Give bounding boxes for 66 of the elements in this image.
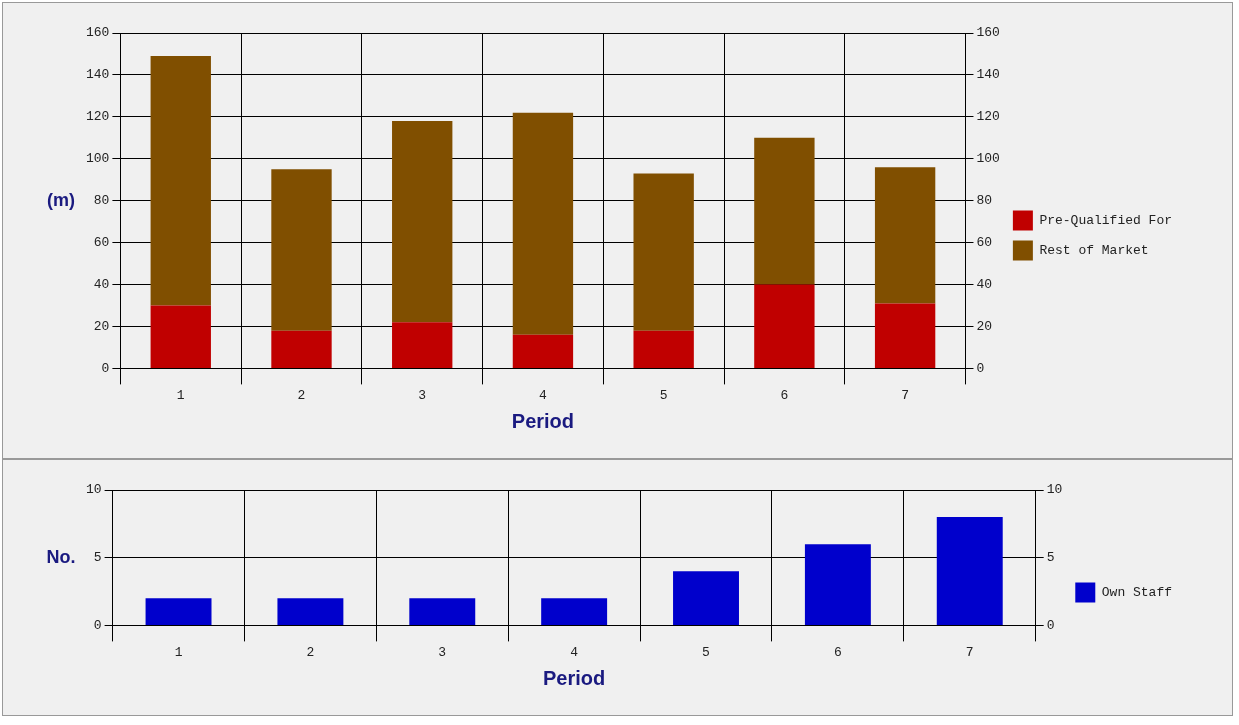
x-tick-label: 6 <box>833 644 842 660</box>
x-tick-label: 2 <box>297 387 306 403</box>
bar <box>874 303 936 368</box>
y2-tick-label: 60 <box>976 235 993 251</box>
y2-tick-label: 120 <box>976 109 1000 125</box>
x-tick-label: 7 <box>965 644 974 660</box>
x-tick-label: 4 <box>539 387 548 403</box>
bar <box>754 137 815 285</box>
y-tick-label: 40 <box>93 276 110 292</box>
y-tick-label: 160 <box>86 25 110 41</box>
y2-tick-label: 0 <box>976 360 985 376</box>
y-tick-label: 0 <box>101 360 110 376</box>
y2-tick-label: 160 <box>976 25 1000 41</box>
bar <box>145 598 212 625</box>
y-tick-label: 120 <box>86 109 110 125</box>
bar <box>754 284 815 368</box>
y2-tick-label: 100 <box>976 151 1000 167</box>
x-tick-label: 5 <box>659 387 668 403</box>
y2-tick-label: 140 <box>976 67 1000 83</box>
legend-label: Own Staff <box>1101 584 1173 600</box>
y2-tick-label: 0 <box>1046 617 1055 633</box>
bar <box>150 305 211 368</box>
bar <box>409 598 476 625</box>
bar <box>633 330 694 368</box>
y-axis-title: No. <box>46 546 76 567</box>
bar <box>392 121 453 323</box>
y-tick-label: 60 <box>93 235 110 251</box>
x-tick-label: 1 <box>174 644 183 660</box>
x-tick-label: 7 <box>901 387 910 403</box>
bar <box>271 330 332 368</box>
bar <box>271 169 332 331</box>
y2-tick-label: 40 <box>976 276 993 292</box>
y-tick-label: 140 <box>86 67 110 83</box>
x-axis-title: Period <box>511 409 575 432</box>
bar <box>633 173 694 331</box>
x-tick-label: 5 <box>702 644 710 660</box>
y-axis-title: (m) <box>47 189 75 210</box>
x-tick-label: 3 <box>418 387 427 403</box>
x-axis-title: Period <box>543 666 606 689</box>
bar <box>512 112 574 335</box>
y2-tick-label: 80 <box>976 193 993 209</box>
bar <box>392 322 453 368</box>
x-tick-label: 6 <box>780 387 789 403</box>
x-tick-label: 4 <box>570 644 579 660</box>
y-tick-label: 0 <box>93 617 102 633</box>
legend-label: Pre-Qualified For <box>1039 212 1172 228</box>
x-tick-label: 1 <box>176 387 185 403</box>
bar <box>874 167 936 304</box>
bar <box>512 334 574 368</box>
bar <box>150 56 211 306</box>
y-tick-label: 5 <box>93 550 102 566</box>
y-tick-label: 20 <box>93 318 110 334</box>
y2-tick-label: 5 <box>1046 550 1055 566</box>
bar <box>804 544 871 625</box>
x-tick-label: 2 <box>306 644 315 660</box>
y2-tick-label: 10 <box>1046 482 1063 498</box>
y-tick-label: 100 <box>86 151 110 167</box>
y-tick-label: 10 <box>85 482 102 498</box>
y-tick-label: 80 <box>93 193 110 209</box>
legend-label: Rest of Market <box>1039 242 1149 258</box>
y2-tick-label: 20 <box>976 318 993 334</box>
x-tick-label: 3 <box>438 644 447 660</box>
bar <box>277 598 344 625</box>
bar <box>541 598 608 625</box>
bar <box>936 517 1003 625</box>
bar <box>673 571 739 625</box>
